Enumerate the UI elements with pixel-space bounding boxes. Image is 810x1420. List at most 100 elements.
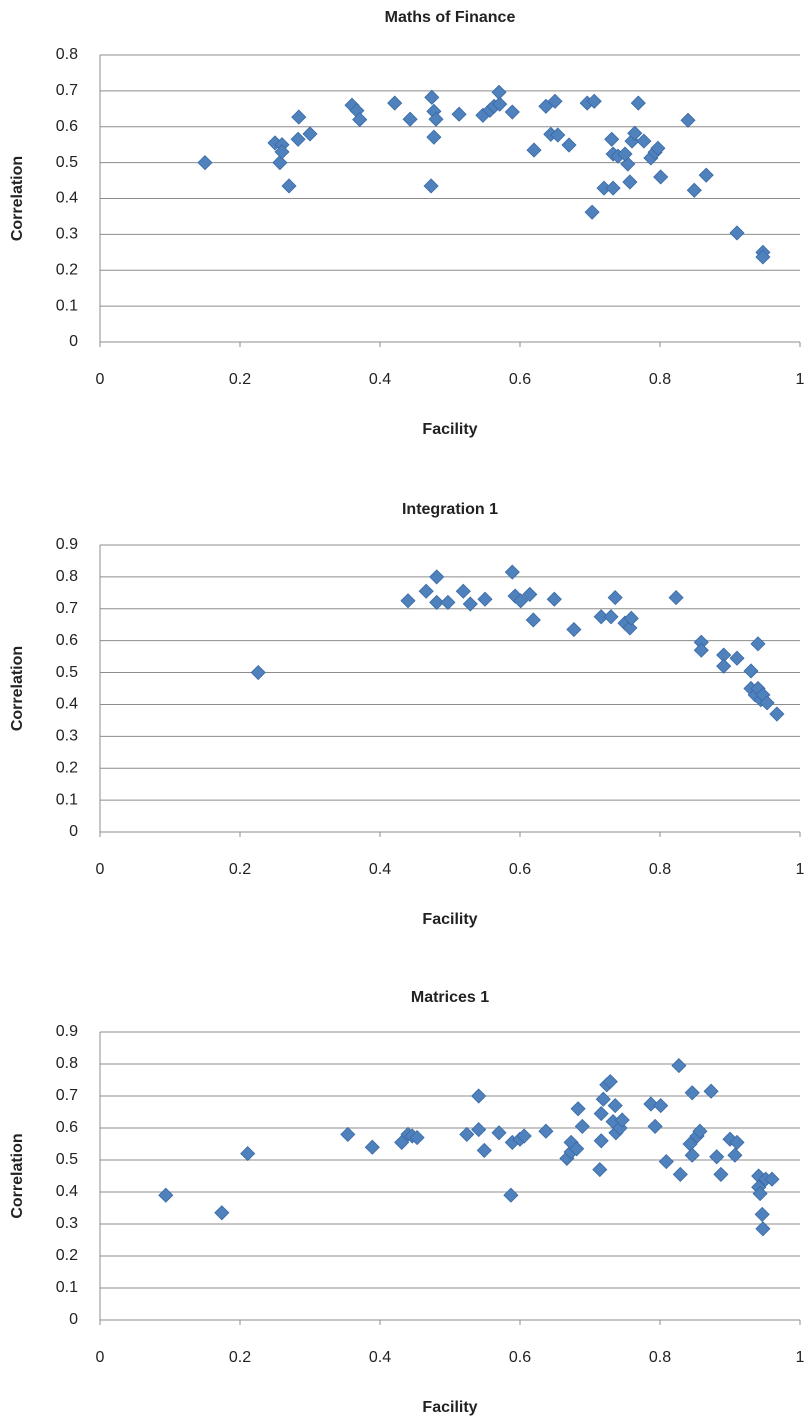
scatter-point [400,593,416,609]
scatter-point [158,1187,174,1203]
y-tick-label: 0 [69,1311,78,1328]
y-tick-label: 0.9 [56,536,78,553]
y-axis-label: Correlation [9,646,26,731]
scatter-point [686,182,702,198]
scatter-point [240,1146,256,1162]
x-tick-label: 0 [96,1349,105,1366]
y-tick-label: 0.4 [56,190,78,207]
scatter-point [643,1096,659,1112]
scatter-point [291,109,307,125]
scatter-point [698,167,714,183]
x-axis-label: Facility [422,1399,477,1416]
y-tick-label: 0.7 [56,82,78,99]
scatter-point [623,610,639,626]
scatter-point [290,131,306,147]
scatter-point [429,594,445,610]
scatter-point [605,180,621,196]
scatter-point [451,106,467,122]
scatter-point [566,621,582,638]
scatter-point [703,1083,719,1099]
scatter-point [504,564,520,580]
y-tick-label: 0.9 [56,1023,78,1040]
x-tick-label: 0.6 [509,1349,531,1366]
x-tick-label: 1 [796,371,805,388]
x-tick-label: 0.2 [229,1349,251,1366]
scatter-point [604,131,620,147]
scatter-point [743,663,759,679]
y-tick-label: 0.7 [56,600,78,617]
y-tick-label: 0.8 [56,1055,78,1072]
scatter-point [440,594,456,610]
y-tick-label: 0.1 [56,791,78,808]
x-tick-label: 0.4 [369,861,391,878]
y-tick-label: 0.2 [56,759,78,776]
scatter-point [281,178,297,194]
scatter-point [522,586,538,602]
scatter-point [574,1118,590,1134]
scatter-point [754,1206,770,1222]
scatter-point [692,1123,708,1139]
scatter-point [526,142,542,158]
y-tick-label: 0.4 [56,1183,78,1200]
scatter-point [492,96,508,112]
scatter-point [340,1126,356,1142]
scatter-point [607,590,623,606]
y-tick-label: 0 [69,333,78,350]
scatter-point [214,1205,230,1221]
scatter-point [525,612,541,628]
x-tick-label: 1 [796,861,805,878]
scatter-point [428,111,444,127]
y-tick-label: 0.6 [56,632,78,649]
y-tick-label: 0.3 [56,728,78,745]
y-tick-label: 0.8 [56,568,78,585]
scatter-point [614,1112,630,1128]
scatter-point [727,1147,743,1163]
scatter-point [459,1126,475,1142]
scatter-point [607,1098,623,1114]
scatter-point [491,84,507,100]
scatter-point [602,1074,618,1090]
scatter-point [569,1141,585,1157]
x-tick-label: 0.6 [509,861,531,878]
chart-title: Maths of Finance [385,9,516,26]
scatter-point [755,249,771,265]
scatter-point [729,1134,745,1150]
scatter-point [658,1154,674,1170]
scatter-point [759,695,775,711]
y-tick-label: 0.5 [56,664,78,681]
x-tick-label: 0.8 [649,371,671,388]
x-tick-label: 1 [796,1349,805,1366]
scatter-point [538,1123,554,1139]
scatter-point [593,1133,609,1149]
scatter-point [387,95,403,111]
scatter-point [627,125,643,141]
scatter-point [684,1147,700,1163]
scatter-point [250,664,266,681]
scatter-point [402,111,418,127]
scatter-point [546,591,562,607]
scatter-point [622,620,638,636]
scatter-point [592,1162,608,1178]
y-tick-label: 0.5 [56,154,78,171]
scatter-point [671,1058,687,1074]
scatter-point [471,1088,487,1104]
scatter-point [636,133,652,149]
scatter-point [593,1106,609,1122]
x-tick-label: 0 [96,861,105,878]
y-axis-label: Correlation [9,1133,26,1218]
y-tick-label: 0.1 [56,297,78,314]
scatter-point [547,93,563,109]
scatter-point [409,1130,425,1146]
y-tick-label: 0.6 [56,1119,78,1136]
scatter-point [477,591,493,607]
y-tick-label: 0.7 [56,1087,78,1104]
x-tick-label: 0.4 [369,1349,391,1366]
scatter-point [709,1149,725,1165]
scatter-point [729,650,745,666]
x-tick-label: 0.4 [369,371,391,388]
scatter-point [617,146,633,162]
x-tick-label: 0 [96,371,105,388]
scatter-point [418,583,434,599]
scatter-point [550,127,566,143]
